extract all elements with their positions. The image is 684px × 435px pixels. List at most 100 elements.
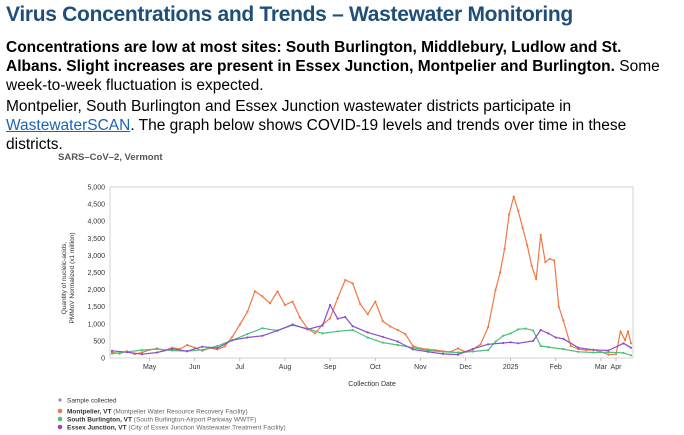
sample-marker-icon <box>58 398 62 402</box>
data-point <box>246 310 249 313</box>
data-point <box>381 335 384 338</box>
data-point <box>557 305 560 308</box>
data-point <box>276 329 279 332</box>
y-axis-label-line2: PMMoV Normalized (x1 million) <box>69 232 76 323</box>
data-point <box>629 342 633 345</box>
data-point <box>359 302 362 306</box>
data-point <box>471 347 475 350</box>
legend-sample-label: Sample collected <box>67 398 117 405</box>
legend-swatch-icon <box>57 416 63 422</box>
wastewaterscan-link[interactable]: WastewaterSCAN <box>6 117 131 134</box>
data-point <box>396 328 399 332</box>
x-axis-label: Collection Date <box>348 381 396 388</box>
series-lines <box>110 195 633 357</box>
data-point <box>619 330 622 333</box>
x-tick-label: Aug <box>279 364 292 371</box>
legend: Sample collected Montpelier, VT (Montpeli… <box>57 398 286 431</box>
plot-area <box>109 186 634 359</box>
data-point <box>223 345 226 348</box>
data-point <box>291 300 294 303</box>
data-point <box>344 278 347 282</box>
y-tick-label: 1,000 <box>87 321 105 328</box>
legend-entry-detail: (Montpelier Water Resource Recovery Faci… <box>113 408 248 415</box>
data-point <box>351 325 354 328</box>
data-point <box>471 350 475 353</box>
legend-entry: South Burlington, VT (South Burlington-A… <box>67 416 256 423</box>
data-point <box>411 346 414 349</box>
data-point <box>456 347 460 350</box>
data-point <box>487 326 490 329</box>
data-point <box>201 348 204 351</box>
data-point <box>321 324 324 327</box>
data-point <box>539 233 542 236</box>
data-point <box>544 261 547 264</box>
data-point <box>553 259 556 262</box>
x-tick-label: Dec <box>459 364 472 371</box>
data-point <box>231 339 234 342</box>
page-title: Virus Concentrations and Trends – Wastew… <box>6 3 573 26</box>
x-tick-label: 2025 <box>503 364 519 371</box>
data-point <box>125 351 129 354</box>
data-point <box>374 300 377 303</box>
data-point <box>502 334 505 337</box>
data-point <box>479 343 482 346</box>
data-point <box>186 350 189 353</box>
data-point <box>253 290 256 293</box>
x-axis: May Jun Jul Aug Sep Oct Nov Dec 2025 Feb Mar Apr <box>143 358 622 371</box>
summary-paragraph: Concentrations are low at most sites: So… <box>6 38 680 95</box>
data-point <box>584 349 588 352</box>
data-point <box>456 351 460 354</box>
x-tick-label: Apr <box>611 364 623 371</box>
data-point <box>291 323 294 326</box>
data-point <box>381 320 384 323</box>
data-point <box>517 328 520 331</box>
data-point <box>306 328 309 331</box>
data-point <box>629 354 633 357</box>
legend-entry-detail: (City of Essex Junction Wastewater Treat… <box>128 424 285 431</box>
data-point <box>569 344 572 348</box>
x-tick-label: Nov <box>414 364 427 371</box>
data-point <box>441 350 445 353</box>
data-point <box>547 346 550 349</box>
summary-rest-text: Some week-to-week fluctuation is expecte… <box>6 58 660 94</box>
data-point <box>231 335 234 338</box>
data-point <box>521 226 524 230</box>
legend-entry: Montpelier, VT (Montpelier Water Resourc… <box>67 408 248 415</box>
chart-title: SARS–CoV–2, Vermont <box>58 152 163 163</box>
data-point <box>592 351 595 354</box>
data-point <box>622 351 625 354</box>
data-point <box>441 352 445 355</box>
data-point <box>186 343 189 347</box>
data-point <box>246 336 249 339</box>
summary-bold-text: Concentrations are low at most sites: So… <box>6 39 622 75</box>
data-point <box>607 351 610 354</box>
data-point <box>532 329 535 332</box>
data-point <box>509 341 512 344</box>
data-point <box>503 247 506 250</box>
data-point <box>623 339 627 342</box>
participation-text-after: . The graph below shows COVID-19 levels … <box>6 117 627 153</box>
data-point <box>141 349 144 352</box>
x-tick-label: Sep <box>324 364 337 371</box>
legend-swatch-icon <box>57 408 63 414</box>
data-point <box>171 347 174 350</box>
data-point <box>535 278 538 281</box>
y-tick-label: 500 <box>93 338 105 345</box>
data-point <box>530 264 533 267</box>
data-point <box>487 349 490 352</box>
data-point <box>396 343 399 347</box>
data-point <box>321 332 324 335</box>
x-tick-label: Jun <box>189 364 200 371</box>
data-point <box>499 271 502 274</box>
data-point <box>261 327 264 330</box>
data-point <box>389 325 392 328</box>
data-point <box>411 344 414 348</box>
y-axis: 0 500 1,000 1,500 2,000 2,500 3,000 3,500 4,000 4… <box>87 185 105 363</box>
data-point <box>344 315 347 319</box>
data-point <box>366 331 369 334</box>
data-point <box>562 319 565 322</box>
y-tick-label: 5,000 <box>87 185 105 192</box>
x-tick-label: May <box>143 364 157 371</box>
participation-paragraph: Montpelier, South Burlington and Essex J… <box>6 97 680 154</box>
legend-entry-detail: (South Burlington-Airport Parkway WWTF) <box>134 416 256 423</box>
